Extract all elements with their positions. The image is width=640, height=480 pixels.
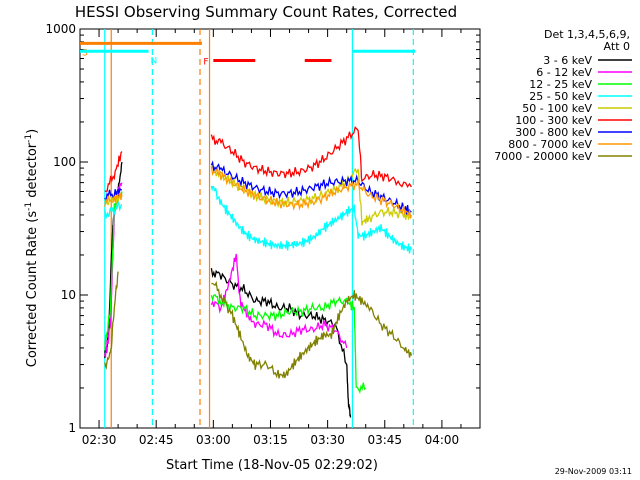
legend-entry-label: 7000 - 20000 keV — [494, 150, 592, 163]
night-flag-bar-label: N — [150, 56, 157, 66]
y-label-sup2: -1 — [24, 134, 34, 143]
legend-title: Det 1,3,4,5,6,9, — [544, 28, 630, 41]
series-line — [104, 151, 123, 192]
legend-entry-label: 3 - 6 keV — [543, 54, 592, 67]
series-line — [210, 160, 412, 215]
legend-entry-label: 12 - 25 keV — [529, 78, 592, 91]
legend-entry-label: 100 - 300 keV — [515, 114, 592, 127]
series-line — [210, 166, 413, 220]
legend-entry-label: 50 - 100 keV — [522, 102, 592, 115]
legend-entry-label: 25 - 50 keV — [529, 90, 592, 103]
y-tick-label: 1 — [68, 421, 76, 435]
series-line — [104, 271, 119, 371]
series-line — [210, 185, 413, 254]
vertical-markers — [104, 29, 414, 428]
legend-entry-label: 300 - 800 keV — [515, 126, 592, 139]
y-tick-label: 10 — [61, 288, 76, 302]
x-tick-label: 03:15 — [253, 433, 288, 447]
plot-border — [79, 28, 481, 429]
series-line — [104, 201, 123, 220]
y-axis: 1 10 100 1000 — [45, 22, 480, 435]
series-line — [210, 126, 412, 188]
x-axis-label: Start Time (18-Nov-05 02:29:02) — [166, 458, 378, 473]
series-lines — [104, 126, 413, 418]
x-tick-label: 04:00 — [425, 433, 460, 447]
y-axis-label: Corrected Count Rate (s-1 detector-1) — [24, 129, 40, 367]
y-label-sup1: -1 — [24, 202, 34, 211]
x-tick-label: 02:45 — [139, 433, 174, 447]
series-line — [104, 192, 123, 207]
flag-bars: SN F — [80, 41, 416, 67]
y-tick-label: 100 — [53, 155, 76, 169]
x-tick-label: 03:00 — [196, 433, 231, 447]
flare-flag-bar-label: F — [203, 57, 208, 67]
plot-frame — [79, 28, 481, 429]
y-label-c: ) — [25, 129, 40, 134]
x-tick-label: 03:30 — [310, 433, 345, 447]
y-label-a: Corrected Count Rate (s — [25, 211, 40, 368]
legend-title: Att 0 — [604, 40, 630, 53]
x-tick-label: 02:30 — [82, 433, 117, 447]
series-line — [210, 294, 367, 394]
footer-date: 29-Nov-2009 03:11 — [555, 467, 632, 476]
x-axis: 02:30 02:45 03:00 03:15 03:30 03:45 04:00 — [79, 29, 462, 447]
y-label-b: detector — [25, 142, 40, 202]
chart-title: HESSI Observing Summary Count Rates, Cor… — [75, 3, 457, 21]
y-tick-label: 1000 — [45, 22, 76, 36]
legend-entry-label: 6 - 12 keV — [536, 66, 592, 79]
saa-flag-bar-label: S — [82, 48, 88, 58]
series-line — [210, 253, 348, 349]
legend-entry-label: 800 - 7000 keV — [508, 138, 592, 151]
series-line — [211, 280, 413, 379]
series-line — [210, 268, 352, 418]
x-tick-label: 03:45 — [367, 433, 402, 447]
